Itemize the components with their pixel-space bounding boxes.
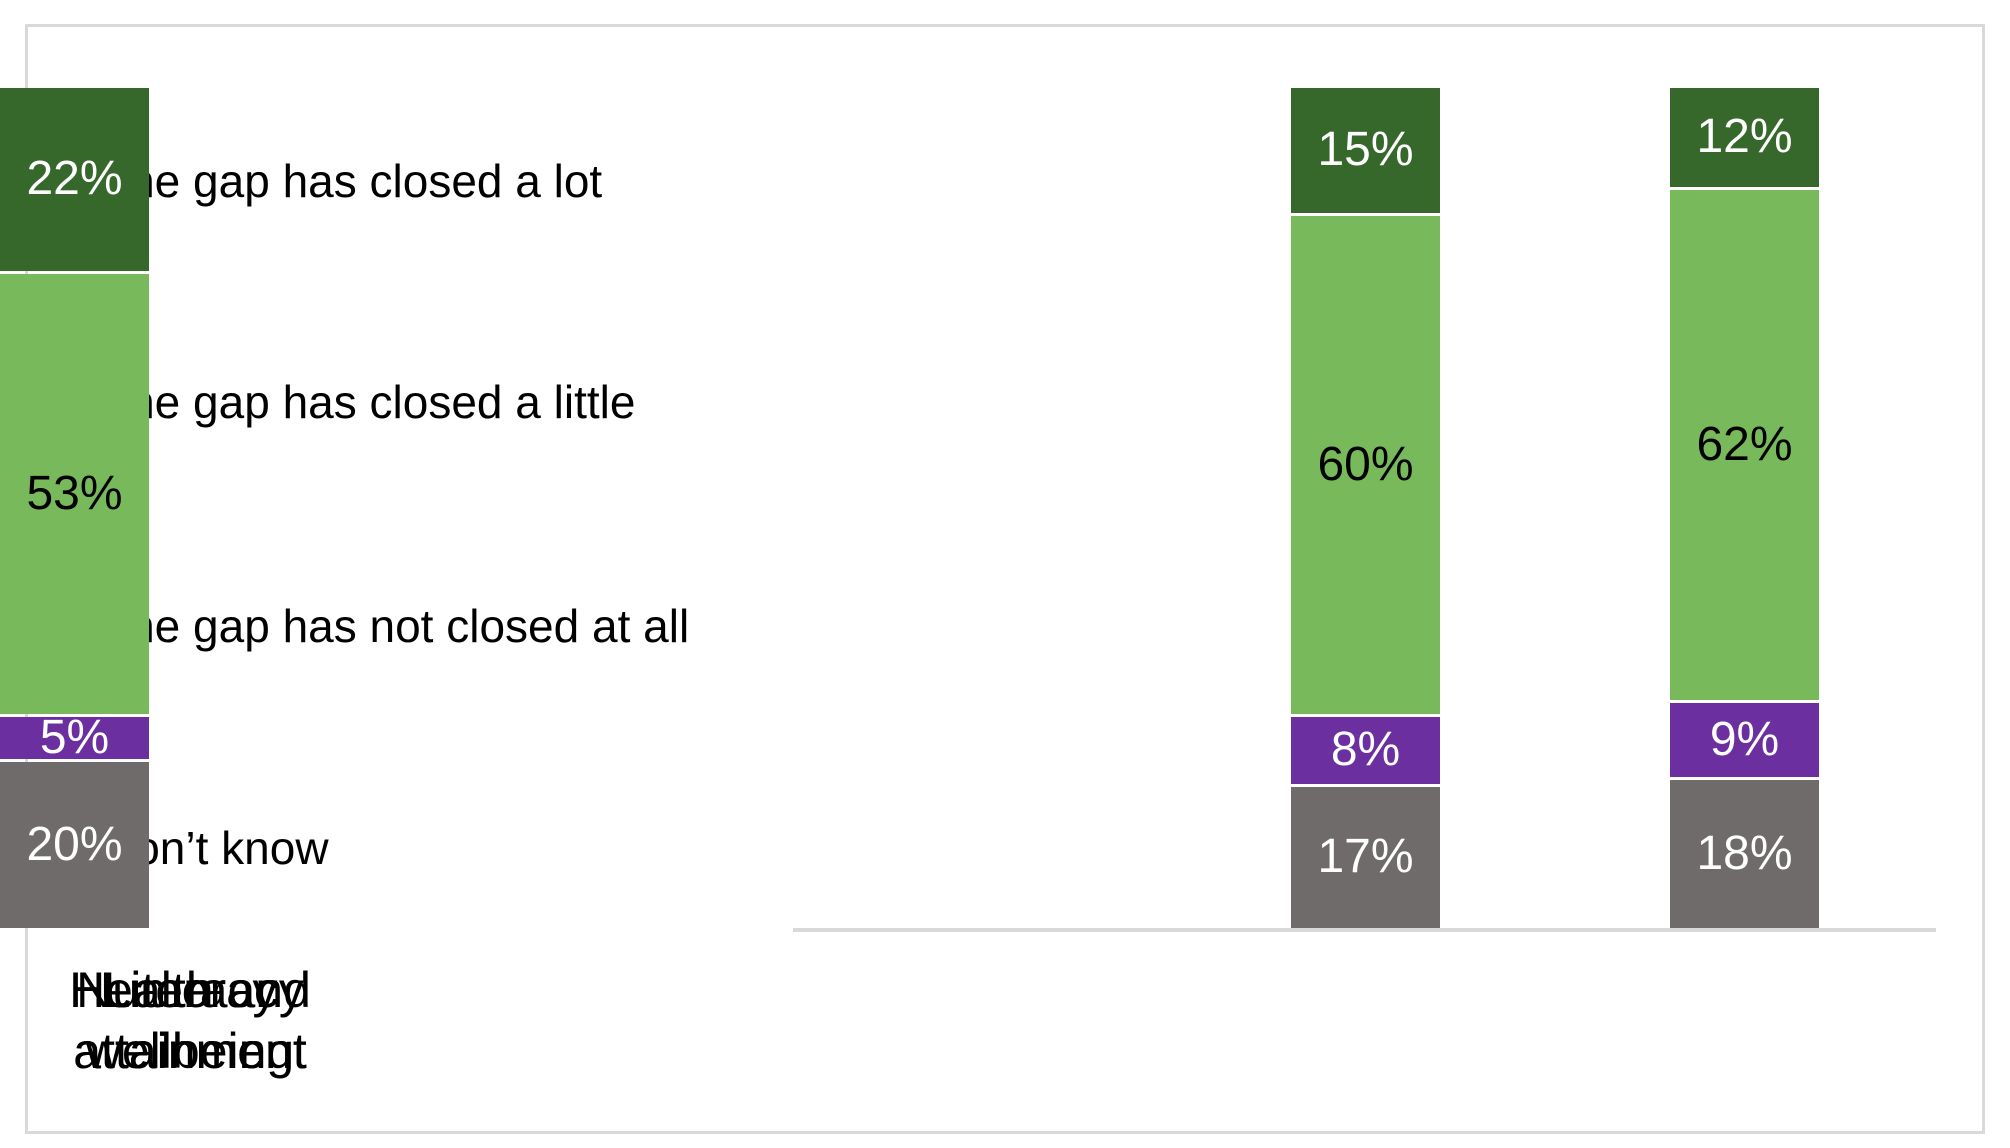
bar-segment: 5% bbox=[0, 711, 149, 765]
data-label: 9% bbox=[1709, 712, 1780, 766]
stacked-bar: 12% 62% 9% 18% bbox=[1670, 88, 1819, 928]
bar-segment: 9% bbox=[1670, 702, 1819, 777]
bar-segment: 22% bbox=[0, 88, 149, 271]
category-axis-label: Literacy attainment bbox=[73, 962, 307, 1079]
bar-segment: 17% bbox=[1291, 786, 1440, 928]
data-label: 60% bbox=[1317, 437, 1414, 491]
x-axis-line bbox=[793, 928, 1936, 932]
data-label: 53% bbox=[26, 467, 123, 521]
data-label: 15% bbox=[1317, 123, 1414, 177]
data-label: 20% bbox=[26, 817, 123, 871]
category-axis-label: Numeracy attainment bbox=[73, 962, 307, 1079]
bar-segment: 12% bbox=[1670, 88, 1819, 187]
stacked-bar: 15% 60% 8% 17% bbox=[1291, 88, 1440, 928]
bar-segment: 8% bbox=[1291, 717, 1440, 784]
bar-segment: 20% bbox=[0, 761, 149, 928]
data-label: 8% bbox=[1330, 723, 1401, 777]
legend-label: The gap has not closed at all bbox=[101, 600, 690, 652]
bar-segment: 53% bbox=[0, 273, 149, 715]
legend-label: The gap has closed a lot bbox=[101, 155, 603, 207]
bar-segment: 62% bbox=[1670, 189, 1819, 700]
category-axis-label: Health and wellbeing bbox=[69, 962, 311, 1079]
data-label: 22% bbox=[26, 152, 123, 206]
data-label: 18% bbox=[1696, 826, 1793, 880]
bar-segment: 18% bbox=[1670, 779, 1819, 928]
legend-label: The gap has closed a little bbox=[101, 376, 636, 428]
chart-frame-border bbox=[25, 24, 1985, 1134]
data-label: 62% bbox=[1696, 417, 1793, 471]
bar-segment: 15% bbox=[1291, 88, 1440, 213]
data-label: 17% bbox=[1317, 830, 1414, 884]
legend-item: The gap has closed a little bbox=[66, 376, 635, 428]
bar-segment: 60% bbox=[1291, 215, 1440, 715]
stacked-bar: 22% 53% 5% 20% bbox=[0, 88, 149, 928]
data-label: 12% bbox=[1696, 110, 1793, 164]
data-label: 5% bbox=[39, 711, 110, 765]
